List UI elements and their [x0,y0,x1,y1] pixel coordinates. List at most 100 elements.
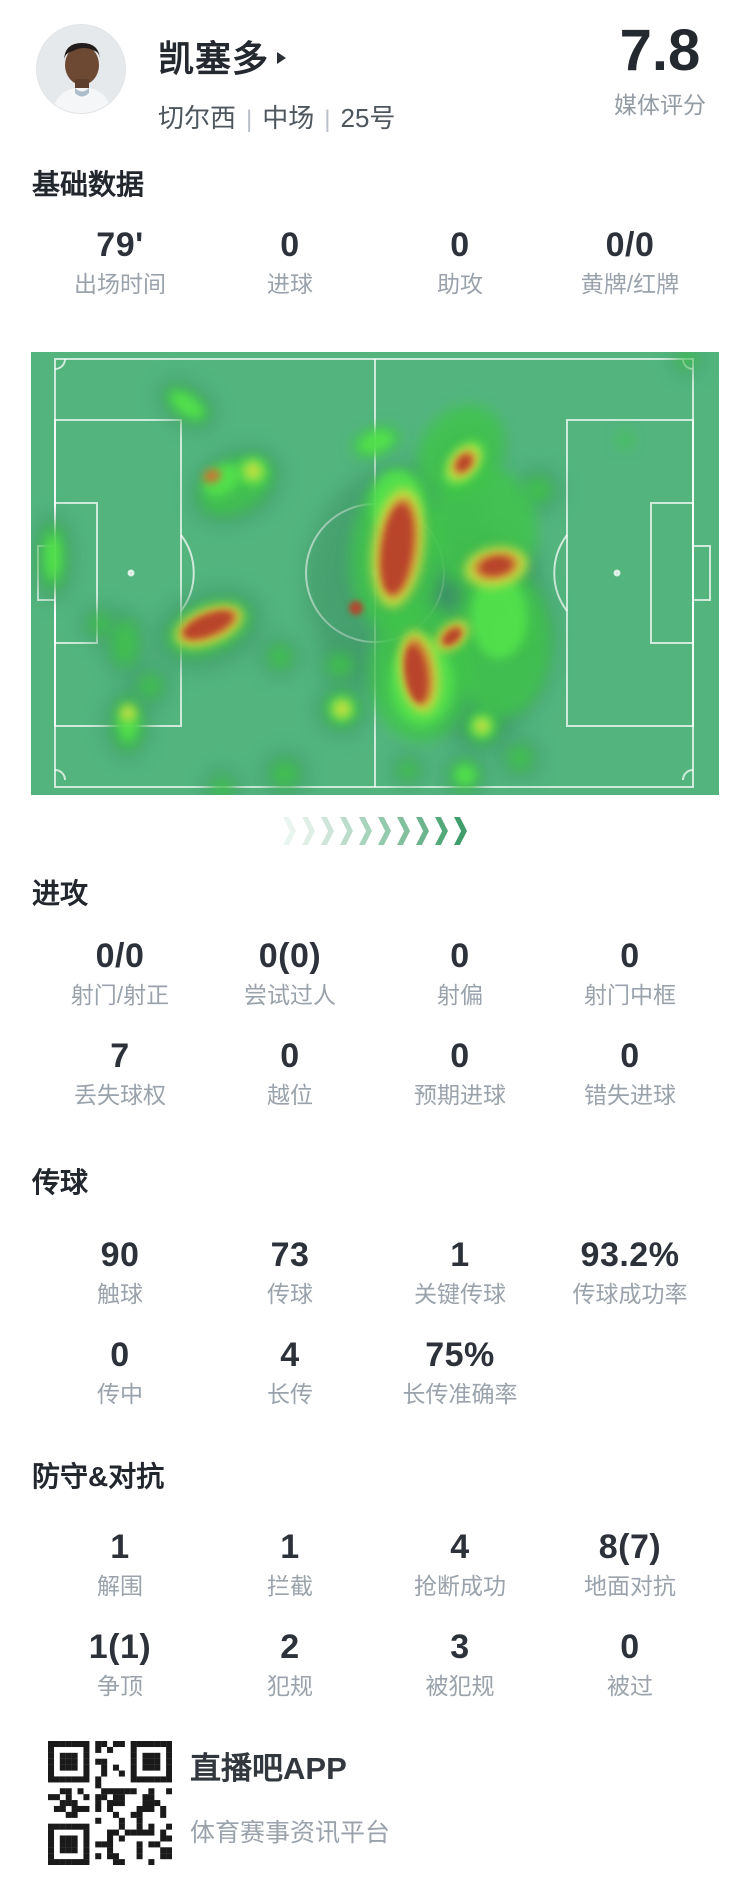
stat-cell: 1(1) 争顶 [35,1630,205,1700]
stat-value: 7 [110,1037,130,1075]
stat-value: 3 [450,1628,470,1666]
stat-label: 射门中框 [584,982,676,1008]
chevron-icon [359,817,372,845]
stat-value: 0/0 [605,226,655,264]
stat-cell: 0 被过 [545,1630,715,1700]
stat-cell: 75% 长传准确率 [375,1338,545,1408]
footer: 直播吧APP 体育赛事资讯平台 [0,1741,750,1865]
rating-value: 7.8 [619,18,701,83]
stat-label: 触球 [97,1281,143,1307]
stat-value: 0 [280,226,300,264]
player-name-row[interactable]: 凯塞多 [158,30,614,82]
stat-value: 1 [110,1528,130,1566]
team-name: 切尔西 [158,103,237,133]
stat-row: 0 传中 4 长传 75% 长传准确率 [35,1338,715,1408]
stat-value: 93.2% [580,1236,680,1274]
basic-stats-grid: 79' 出场时间 0 进球 0 助攻 0/0 黄牌/红牌 [0,228,750,298]
stat-label: 长传 [267,1381,313,1407]
stat-cell: 0 射偏 [375,939,545,1009]
stat-value: 8(7) [598,1528,662,1566]
stat-label: 黄牌/红牌 [580,271,680,297]
stat-label: 尝试过人 [244,982,336,1008]
stat-value: 4 [450,1528,470,1566]
stat-value: 0/0 [95,937,145,975]
stat-cell: 93.2% 传球成功率 [545,1238,715,1308]
subtitle-separator: | [324,106,331,133]
stat-label: 拦截 [267,1573,313,1599]
stat-label: 长传准确率 [402,1381,518,1407]
stat-label: 被过 [607,1673,653,1699]
stat-cell: 1 关键传球 [375,1238,545,1308]
stat-label: 传球成功率 [572,1281,688,1307]
chevron-icon [321,817,334,845]
stat-cell: 0 错失进球 [545,1039,715,1109]
stat-cell: 3 被犯规 [375,1630,545,1700]
stat-label: 关键传球 [414,1281,506,1307]
stat-value: 0 [110,1336,130,1374]
stat-row: 7 丢失球权 0 越位 0 预期进球 0 错失进球 [35,1039,715,1109]
avatar[interactable] [36,24,126,114]
stat-cell: 2 犯规 [205,1630,375,1700]
stat-label: 被犯规 [425,1673,495,1699]
stat-label: 丢失球权 [74,1082,166,1108]
stat-value: 1 [280,1528,300,1566]
stat-label: 犯规 [267,1673,313,1699]
stat-value: 4 [280,1336,300,1374]
footer-text: 直播吧APP 体育赛事资讯平台 [190,1751,390,1849]
pitch-svg [31,346,719,806]
player-subtitle: 切尔西 | 中场 | 25号 [158,98,614,135]
rating-block: 7.8 媒体评分 [614,20,706,120]
section-title-defense: 防守&对抗 [32,1461,165,1492]
stat-label: 射门/射正 [70,982,170,1008]
section-title-attack: 进攻 [32,878,89,909]
chevron-icon [435,817,448,845]
heat-blobs [33,346,701,806]
stat-value: 0 [450,1037,470,1075]
stat-row: 1 解围 1 拦截 4 抢断成功 8(7) 地面对抗 [35,1530,715,1600]
attack-stats-grid: 0/0 射门/射正 0(0) 尝试过人 0 射偏 0 射门中框 7 丢失球权 0 越位 0 预期进球 0 错失… [0,939,750,1109]
stat-label: 传中 [97,1381,143,1407]
stat-label: 助攻 [437,271,483,297]
chevron-separator [0,817,750,845]
stat-cell: 79' 出场时间 [35,228,205,298]
stat-cell: 1 解围 [35,1530,205,1600]
stat-label: 争顶 [97,1673,143,1699]
rating-label: 媒体评分 [614,92,706,118]
stat-row: 0/0 射门/射正 0(0) 尝试过人 0 射偏 0 射门中框 [35,939,715,1009]
stat-cell: 0/0 射门/射正 [35,939,205,1009]
stat-cell: 4 长传 [205,1338,375,1408]
expand-arrow-icon [277,52,287,64]
player-photo [37,25,125,113]
stat-label: 传球 [267,1281,313,1307]
stat-cell: 0(0) 尝试过人 [205,939,375,1009]
app-tagline: 体育赛事资讯平台 [190,1819,391,1847]
stat-value: 0 [620,1628,640,1666]
chevron-icon [378,817,391,845]
stat-value: 0(0) [258,937,322,975]
stat-value: 73 [270,1236,310,1274]
stat-cell: 73 传球 [205,1238,375,1308]
stat-cell: 0/0 黄牌/红牌 [545,228,715,298]
chevron-icon [302,817,315,845]
stat-label: 预期进球 [414,1082,506,1108]
section-title-passing: 传球 [32,1167,89,1198]
section-title-basic: 基础数据 [32,169,145,200]
stat-cell: 0 预期进球 [375,1039,545,1109]
stat-label: 射偏 [437,982,483,1008]
passing-stats-grid: 90 触球 73 传球 1 关键传球 93.2% 传球成功率 0 传中 4 长传 75% 长传准确率 [0,1238,750,1408]
stat-cell: 0 越位 [205,1039,375,1109]
stat-cell: 1 拦截 [205,1530,375,1600]
stat-row: 90 触球 73 传球 1 关键传球 93.2% 传球成功率 [35,1238,715,1308]
chevron-icon [454,817,467,845]
shirt-number: 25号 [340,103,396,133]
app-name: 直播吧APP [190,1751,347,1786]
player-name: 凯塞多 [158,38,270,79]
stat-cell: 0 传中 [35,1338,205,1408]
stat-cell: 8(7) 地面对抗 [545,1530,715,1600]
chevron-icon [340,817,353,845]
defense-stats-grid: 1 解围 1 拦截 4 抢断成功 8(7) 地面对抗 1(1) 争顶 2 犯规 3 被犯规 0 被过 [0,1530,750,1700]
stat-label: 地面对抗 [584,1573,676,1599]
stat-value: 0 [450,937,470,975]
stat-cell: 4 抢断成功 [375,1530,545,1600]
stat-value: 2 [280,1628,300,1666]
